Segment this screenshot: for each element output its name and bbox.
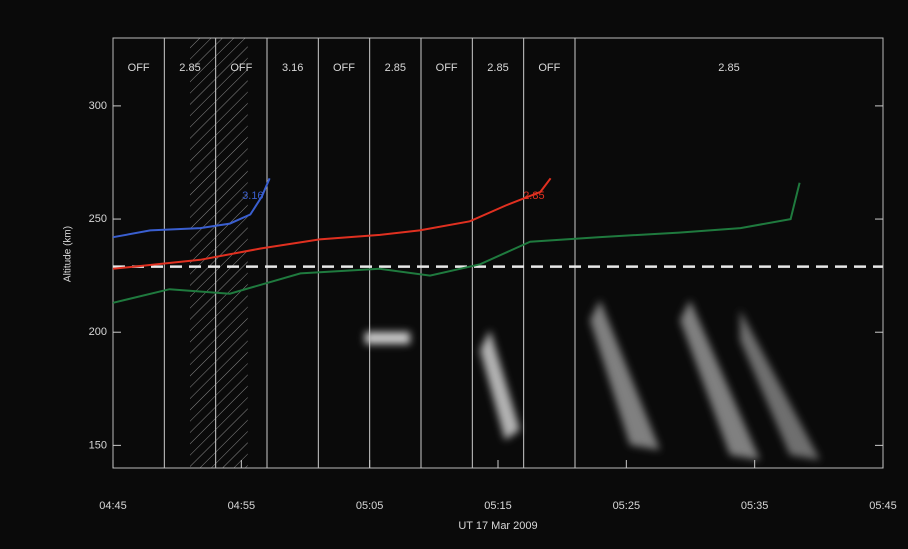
radar-echoes <box>365 300 820 460</box>
y-tick-label: 150 <box>89 439 107 451</box>
y-tick-label: 200 <box>89 326 107 338</box>
x-tick-label: 05:05 <box>356 500 384 512</box>
y-tick-label: 300 <box>89 100 107 112</box>
x-tick-label: 04:55 <box>228 500 256 512</box>
series-line <box>112 177 271 239</box>
x-tick-label: 05:15 <box>484 500 512 512</box>
period-label: OFF <box>230 62 252 74</box>
period-label: OFF <box>436 62 458 74</box>
period-label: 2.85 <box>487 62 508 74</box>
period-label: 2.85 <box>718 62 739 74</box>
period-label: 2.85 <box>179 62 200 74</box>
x-tick-label: 04:45 <box>99 500 127 512</box>
period-label: OFF <box>128 62 150 74</box>
period-label: 3.16 <box>282 62 303 74</box>
series-label: 3.16 <box>242 190 263 202</box>
series-label: 2.85 <box>523 190 544 202</box>
series-line <box>112 182 801 304</box>
y-tick-label: 250 <box>89 213 107 225</box>
period-label: OFF <box>333 62 355 74</box>
x-tick-label: 05:25 <box>613 500 641 512</box>
x-tick-label: 05:45 <box>869 500 897 512</box>
period-label: 2.85 <box>385 62 406 74</box>
y-axis-label: Altitude (km) <box>63 226 74 282</box>
x-axis-label: UT 17 Mar 2009 <box>458 520 537 532</box>
period-label: OFF <box>538 62 560 74</box>
x-tick-label: 05:35 <box>741 500 769 512</box>
series-line <box>112 177 552 270</box>
